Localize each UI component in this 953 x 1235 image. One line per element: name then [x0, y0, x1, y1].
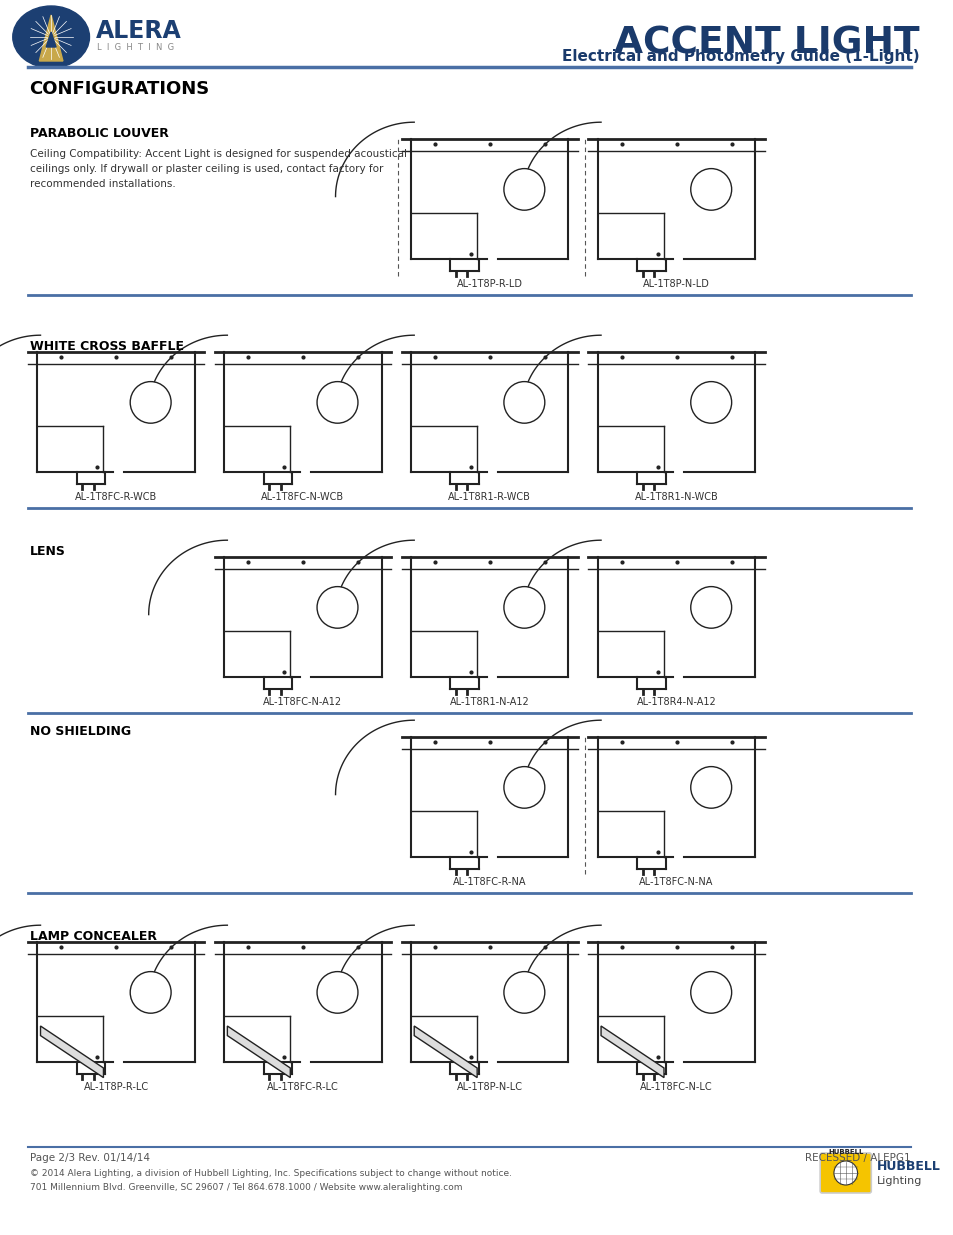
Text: L  I  G  H  T  I  N  G: L I G H T I N G — [97, 43, 174, 53]
Text: AL-1T8FC-R-WCB: AL-1T8FC-R-WCB — [75, 492, 157, 501]
Polygon shape — [46, 32, 56, 47]
Text: LAMP CONCEALER: LAMP CONCEALER — [30, 930, 156, 944]
Circle shape — [503, 169, 544, 210]
Circle shape — [503, 972, 544, 1013]
Circle shape — [130, 972, 171, 1013]
Text: CONFIGURATIONS: CONFIGURATIONS — [30, 80, 210, 98]
Text: ACCENT LIGHT: ACCENT LIGHT — [613, 25, 919, 61]
Text: AL-1T8FC-N-NA: AL-1T8FC-N-NA — [639, 877, 713, 887]
Text: recommended installations.: recommended installations. — [30, 179, 175, 189]
FancyBboxPatch shape — [820, 1153, 870, 1193]
Text: AL-1T8P-R-LD: AL-1T8P-R-LD — [456, 279, 522, 289]
Circle shape — [316, 382, 357, 424]
Text: AL-1T8FC-N-LC: AL-1T8FC-N-LC — [639, 1082, 712, 1092]
Text: ceilings only. If drywall or plaster ceiling is used, contact factory for: ceilings only. If drywall or plaster cei… — [30, 164, 382, 174]
Text: © 2014 Alera Lighting, a division of Hubbell Lighting, Inc. Specifications subje: © 2014 Alera Lighting, a division of Hub… — [30, 1170, 511, 1178]
Text: AL-1T8R1-N-WCB: AL-1T8R1-N-WCB — [634, 492, 718, 501]
Circle shape — [316, 972, 357, 1013]
Text: AL-1T8FC-N-A12: AL-1T8FC-N-A12 — [263, 697, 342, 706]
Polygon shape — [414, 1026, 476, 1078]
Text: PARABOLIC LOUVER: PARABOLIC LOUVER — [30, 127, 168, 140]
Circle shape — [503, 382, 544, 424]
Text: AL-1T8FC-R-LC: AL-1T8FC-R-LC — [267, 1082, 338, 1092]
Text: NO SHIELDING: NO SHIELDING — [30, 725, 131, 739]
Text: AL-1T8FC-R-NA: AL-1T8FC-R-NA — [453, 877, 526, 887]
Text: AL-1T8R1-R-WCB: AL-1T8R1-R-WCB — [448, 492, 531, 501]
Text: Ceiling Compatibility: Accent Light is designed for suspended acoustical: Ceiling Compatibility: Accent Light is d… — [30, 149, 406, 159]
Text: AL-1T8P-N-LD: AL-1T8P-N-LD — [642, 279, 709, 289]
Circle shape — [690, 169, 731, 210]
Text: Electrical and Photometry Guide (1-Light): Electrical and Photometry Guide (1-Light… — [561, 49, 919, 64]
Polygon shape — [227, 1026, 290, 1078]
Circle shape — [130, 382, 171, 424]
Text: Page 2/3 Rev. 01/14/14: Page 2/3 Rev. 01/14/14 — [30, 1153, 150, 1163]
Circle shape — [690, 587, 731, 629]
Circle shape — [690, 382, 731, 424]
Text: 701 Millennium Blvd. Greenville, SC 29607 / Tel 864.678.1000 / Website www.alera: 701 Millennium Blvd. Greenville, SC 2960… — [30, 1183, 461, 1192]
Text: HUBBELL: HUBBELL — [827, 1149, 862, 1155]
Text: AL-1T8R4-N-A12: AL-1T8R4-N-A12 — [636, 697, 716, 706]
Circle shape — [690, 767, 731, 808]
Text: AL-1T8R1-N-A12: AL-1T8R1-N-A12 — [450, 697, 529, 706]
Polygon shape — [40, 1026, 103, 1078]
Circle shape — [503, 767, 544, 808]
Text: RECESSED / ALEPG1: RECESSED / ALEPG1 — [804, 1153, 910, 1163]
Circle shape — [690, 972, 731, 1013]
Ellipse shape — [12, 6, 90, 68]
Text: WHITE CROSS BAFFLE: WHITE CROSS BAFFLE — [30, 340, 183, 353]
Circle shape — [833, 1161, 857, 1186]
Polygon shape — [39, 15, 63, 61]
Circle shape — [316, 587, 357, 629]
Text: HUBBELL: HUBBELL — [877, 1161, 940, 1173]
Text: LENS: LENS — [30, 545, 66, 558]
Text: AL-1T8P-R-LC: AL-1T8P-R-LC — [84, 1082, 149, 1092]
Polygon shape — [600, 1026, 663, 1078]
Text: AL-1T8P-N-LC: AL-1T8P-N-LC — [456, 1082, 522, 1092]
Circle shape — [503, 587, 544, 629]
Text: Lighting: Lighting — [877, 1176, 922, 1186]
Text: ALERA: ALERA — [96, 19, 182, 43]
Text: AL-1T8FC-N-WCB: AL-1T8FC-N-WCB — [261, 492, 344, 501]
